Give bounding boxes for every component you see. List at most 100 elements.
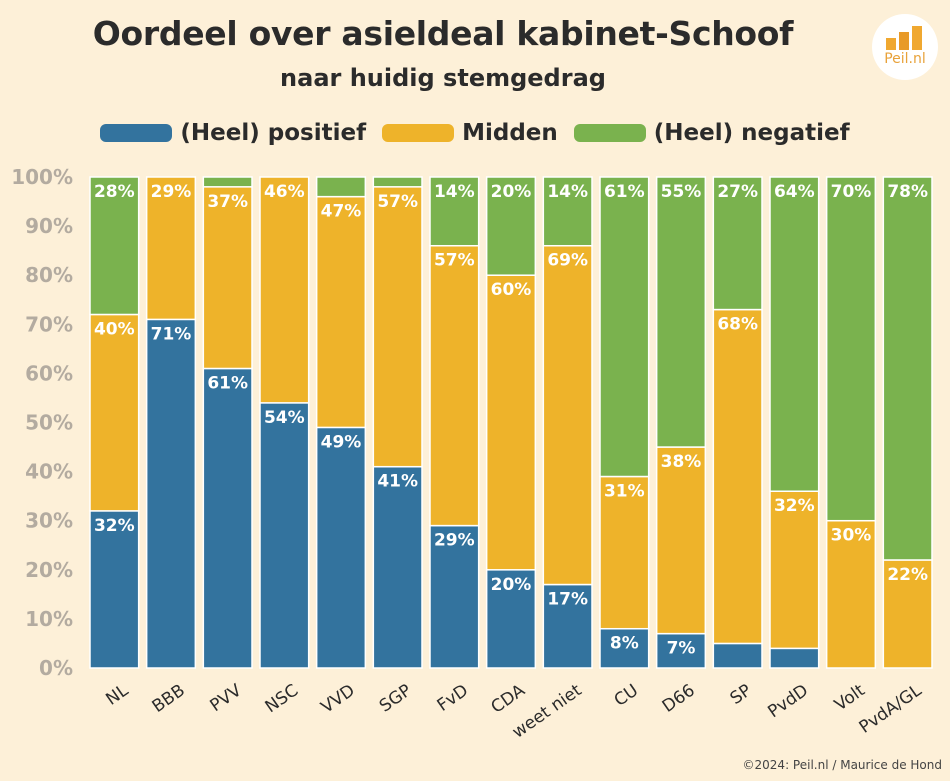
logo-bar	[899, 32, 909, 50]
legend-swatch-midden	[382, 124, 455, 142]
data-label: 32%	[94, 516, 135, 536]
data-label: 8%	[610, 634, 639, 654]
bar-segment	[145, 176, 197, 321]
bar-segment	[655, 632, 707, 669]
bar-segment	[429, 244, 480, 527]
y-tick-label: 90%	[25, 214, 73, 238]
data-label: 20%	[491, 182, 532, 202]
logo-bar	[912, 26, 922, 50]
bar-segment	[429, 524, 480, 669]
legend-item-negatief: (Heel) negatief	[573, 120, 850, 146]
x-tick-label: NL	[102, 680, 132, 709]
data-label: 7%	[667, 639, 696, 659]
data-label: 28%	[94, 182, 135, 202]
data-label: 14%	[547, 182, 588, 202]
chart-legend: (Heel) positief Midden (Heel) negatief	[0, 120, 950, 146]
bar-segment	[372, 465, 423, 669]
logo-text: Peil.nl	[884, 51, 926, 67]
bar-segment	[882, 559, 933, 669]
data-label: 14%	[434, 182, 475, 202]
data-label: 32%	[774, 496, 815, 516]
data-label: 61%	[604, 182, 645, 202]
y-tick-label: 30%	[25, 509, 73, 533]
x-tick-label: BBB	[149, 681, 189, 717]
x-tick-label: FvD	[434, 681, 472, 716]
data-label: 57%	[377, 192, 418, 212]
data-label: 27%	[717, 182, 758, 202]
bar-segment	[485, 274, 537, 571]
x-tick-label: VVD	[317, 681, 358, 718]
y-tick-label: 60%	[25, 361, 73, 385]
bar-segment	[89, 176, 140, 316]
y-tick-label: 50%	[25, 411, 73, 435]
bar-segment	[712, 176, 763, 311]
bar-segment	[712, 308, 763, 645]
x-tick-label: CDA	[488, 680, 530, 717]
bar-segment	[825, 519, 877, 669]
bar-segment	[372, 176, 423, 188]
x-tick-label: CU	[611, 681, 642, 711]
data-label: 69%	[547, 251, 588, 271]
bar-segment	[315, 426, 367, 669]
bar-segment	[202, 186, 253, 370]
data-label: 31%	[604, 482, 645, 502]
data-label: 60%	[491, 280, 532, 300]
bar-segment	[372, 186, 423, 468]
data-label: 17%	[547, 590, 588, 610]
bar-segment	[485, 176, 537, 276]
data-label: 29%	[151, 182, 192, 202]
bar-segment	[542, 244, 593, 586]
bar-segment	[202, 367, 253, 669]
data-label: 71%	[151, 324, 192, 344]
bar-segment	[259, 402, 310, 669]
y-tick-label: 80%	[25, 263, 73, 287]
copyright-footer: ©2024: Peil.nl / Maurice de Hond	[742, 758, 942, 772]
legend-swatch-positief	[100, 124, 173, 142]
bar-segment	[429, 176, 480, 247]
y-tick-label: 70%	[25, 312, 73, 336]
data-label: 46%	[264, 182, 305, 202]
x-tick-label: SP	[727, 681, 756, 709]
bar-segment	[542, 583, 593, 669]
bar-segment	[315, 176, 367, 198]
data-label: 38%	[661, 452, 702, 472]
data-label: 30%	[831, 526, 872, 546]
y-tick-label: 20%	[25, 558, 73, 582]
data-label: 29%	[434, 531, 475, 551]
bar-segment	[655, 176, 707, 448]
bar-segment	[485, 569, 537, 669]
bar-segment	[89, 313, 140, 512]
x-tick-label: D66	[659, 681, 699, 717]
bar-segment	[825, 176, 877, 522]
data-label: 54%	[264, 408, 305, 428]
bar-segment	[542, 176, 593, 247]
bar-segment	[89, 510, 140, 669]
data-label: 22%	[887, 565, 928, 585]
data-label: 41%	[377, 472, 418, 492]
data-label: 61%	[207, 373, 248, 393]
data-label: 55%	[661, 182, 702, 202]
chart-subtitle: naar huidig stemgedrag	[280, 64, 606, 92]
chart-title: Oordeel over asieldeal kabinet-Schoof	[92, 14, 794, 53]
data-label: 40%	[94, 319, 135, 339]
legend-label-midden: Midden	[462, 120, 558, 146]
bar-segment	[599, 176, 650, 478]
logo-bar	[886, 38, 896, 50]
bar-segment	[655, 446, 707, 635]
y-tick-label: 10%	[25, 607, 73, 631]
legend-swatch-negatief	[573, 124, 646, 142]
bar-segment	[599, 627, 650, 669]
data-label: 57%	[434, 251, 475, 271]
peil-logo: Peil.nl	[872, 14, 938, 80]
x-tick-label: Volt	[831, 680, 869, 715]
x-tick-label: SGP	[376, 681, 416, 717]
bar-segment	[882, 176, 933, 561]
x-tick-label: NSC	[262, 681, 302, 718]
bar-segment	[202, 176, 253, 188]
x-tick-label: PvdD	[764, 681, 812, 723]
y-tick-label: 100%	[11, 165, 73, 189]
legend-label-positief: (Heel) positief	[180, 120, 367, 146]
bar-segment	[259, 176, 310, 404]
bar-segment	[315, 195, 367, 429]
